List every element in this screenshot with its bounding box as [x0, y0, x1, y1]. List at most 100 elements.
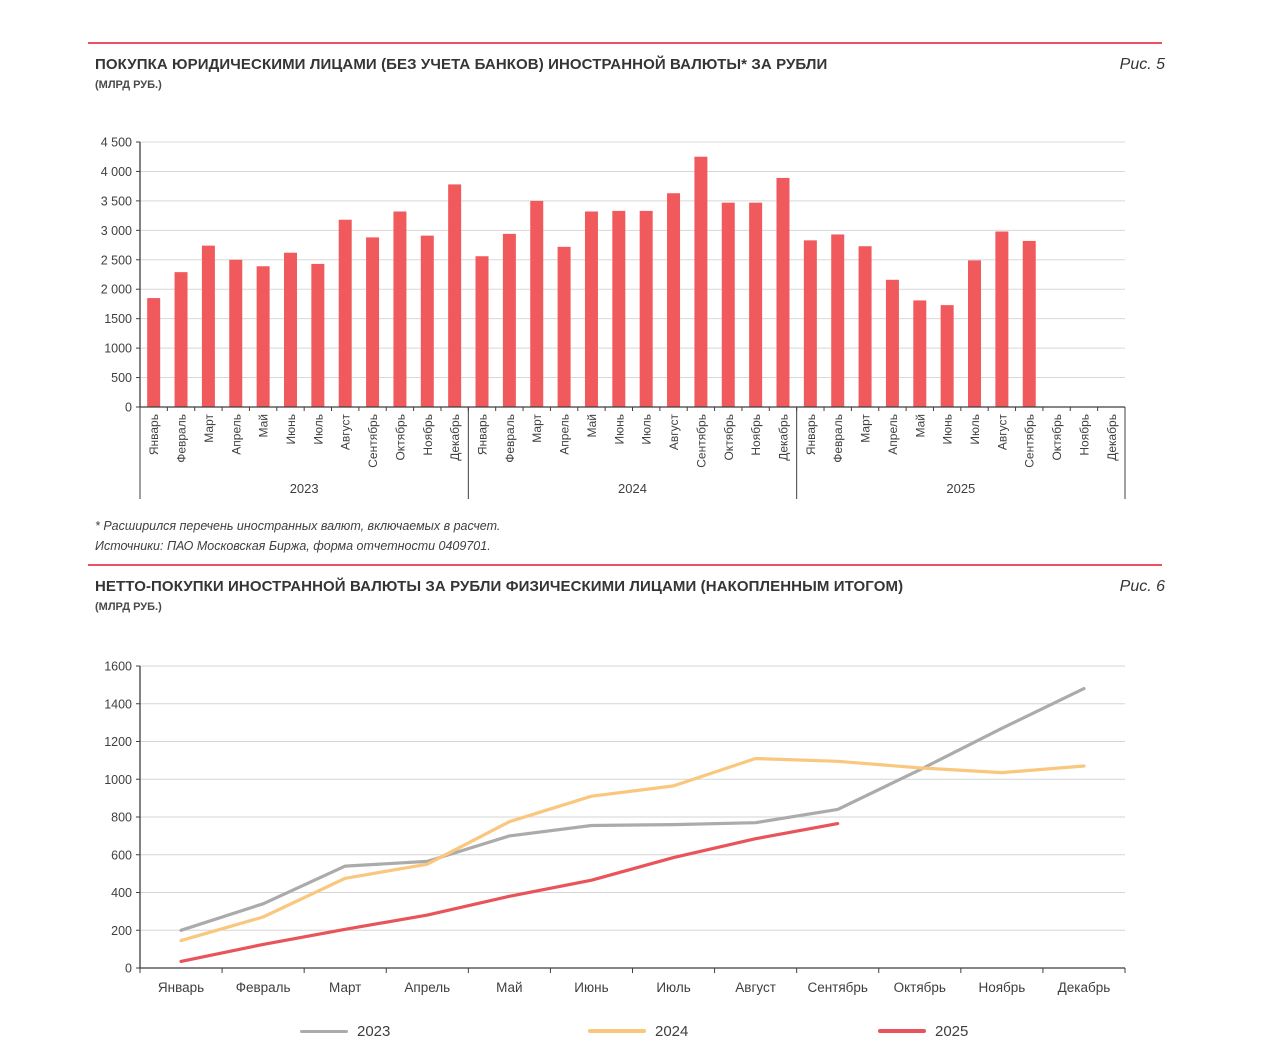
- month-label: Июль: [968, 414, 982, 445]
- fig6-units: (МЛРД РУБ.): [95, 601, 162, 613]
- month-label: Февраль: [175, 414, 189, 463]
- month-label: Июль: [656, 980, 690, 995]
- y-tick-label: 400: [111, 886, 132, 900]
- legend-swatch-2023: [300, 1029, 348, 1033]
- month-label: Январь: [158, 980, 204, 995]
- bar-2023-Ноябрь: [420, 235, 434, 407]
- month-label: Ноябрь: [421, 414, 435, 456]
- bar-2024-Январь: [475, 256, 489, 407]
- bar-2023-Октябрь: [393, 211, 407, 407]
- fig6-line-chart: 0 200 400 600 800 1000 1200 1400 1600 Январь Февра…: [104, 660, 1126, 995]
- section-divider-rule-fig5: [88, 42, 1162, 44]
- bar-2023-Декабрь: [448, 184, 462, 407]
- year-label: 2023: [290, 481, 319, 496]
- bar-2023-Август: [338, 219, 352, 407]
- legend-item-2023: 2023: [300, 1022, 390, 1040]
- line-2023: [179, 686, 1086, 932]
- month-label: Декабрь: [1058, 980, 1111, 995]
- month-label: Июнь: [284, 414, 298, 445]
- y-tick-label: 1000: [104, 342, 132, 356]
- bar-2024-Май: [584, 211, 598, 407]
- month-label: Май: [585, 414, 599, 438]
- legend-item-2024: 2024: [588, 1022, 688, 1040]
- bar-2023-Июнь: [283, 252, 297, 407]
- y-tick-label: 200: [111, 924, 132, 938]
- month-label: Ноябрь: [1077, 414, 1091, 456]
- y-tick-label: 1600: [104, 660, 132, 674]
- month-label: Апрель: [229, 414, 243, 455]
- month-label: Сентябрь: [1023, 414, 1037, 468]
- y-tick-label: 1000: [104, 773, 132, 787]
- y-tick-label: 4 500: [101, 136, 132, 150]
- year-label: 2024: [618, 481, 647, 496]
- y-tick-label: 2 500: [101, 253, 132, 267]
- month-label: Июль: [640, 414, 654, 445]
- y-tick-label: 0: [125, 401, 132, 415]
- fig5-title: ПОКУПКА ЮРИДИЧЕСКИМИ ЛИЦАМИ (БЕЗ УЧЕТА Б…: [95, 56, 828, 73]
- bar-2023-Май: [256, 266, 270, 407]
- bar-2024-Сентябрь: [694, 156, 708, 407]
- y-tick-label: 4 000: [101, 165, 132, 179]
- legend-label-2024: 2024: [655, 1022, 689, 1040]
- month-label: Октябрь: [722, 414, 736, 461]
- month-label: Август: [667, 414, 681, 451]
- y-tick-label: 600: [111, 848, 132, 862]
- bar-2025-Май: [913, 300, 927, 407]
- month-label: Февраль: [236, 980, 291, 995]
- section-divider-rule-fig6: [88, 564, 1162, 566]
- legend-label-2023: 2023: [357, 1022, 391, 1040]
- month-label: Октябрь: [1050, 414, 1064, 461]
- y-tick-label: 800: [111, 811, 132, 825]
- month-label: Август: [735, 980, 776, 995]
- month-label: Октябрь: [393, 414, 407, 461]
- bar-2025-Февраль: [831, 234, 845, 407]
- bar-2023-Март: [201, 245, 215, 407]
- line-2024: [179, 756, 1086, 943]
- month-label: Август: [339, 414, 353, 451]
- bar-2025-Июнь: [940, 305, 954, 407]
- line-2025: [179, 822, 840, 963]
- bar-2024-Ноябрь: [749, 202, 763, 407]
- month-label: Март: [202, 414, 216, 443]
- month-label: Сентябрь: [807, 980, 867, 995]
- month-label: Август: [995, 414, 1009, 451]
- month-label: Май: [257, 414, 271, 438]
- month-label: Июль: [311, 414, 325, 445]
- month-label: Октябрь: [894, 980, 946, 995]
- fig5-bar-chart: 0 500 1000 1500 2 000 2 500 3 000 3 500 4 000 4 5…: [101, 136, 1126, 499]
- legend-swatch-2025: [878, 1029, 926, 1033]
- month-label: Март: [530, 414, 544, 443]
- fig5-number-label: Рис. 5: [1119, 56, 1165, 73]
- month-label: Ноябрь: [749, 414, 763, 456]
- month-label: Февраль: [503, 414, 517, 463]
- month-label: Январь: [804, 414, 818, 455]
- bar-2024-Июнь: [612, 210, 626, 407]
- month-label: Январь: [476, 414, 490, 455]
- bar-2025-Апрель: [885, 279, 899, 407]
- bar-2025-Сентябрь: [1022, 240, 1036, 407]
- bar-2025-Март: [858, 246, 872, 407]
- month-label: Февраль: [831, 414, 845, 463]
- legend-label-2025: 2025: [935, 1022, 969, 1040]
- month-label: Апрель: [404, 980, 450, 995]
- y-tick-label: 1200: [104, 735, 132, 749]
- month-label: Май: [496, 980, 522, 995]
- bar-2024-Март: [530, 200, 544, 407]
- bar-2024-Июль: [639, 210, 653, 407]
- month-label: Июнь: [574, 980, 608, 995]
- fig5-units: (МЛРД РУБ.): [95, 79, 162, 91]
- month-label: Апрель: [886, 414, 900, 455]
- month-label: Апрель: [558, 414, 572, 455]
- bar-2023-Февраль: [174, 272, 188, 407]
- month-label: Май: [913, 414, 927, 438]
- y-tick-label: 1400: [104, 697, 132, 711]
- y-tick-label: 2 000: [101, 283, 132, 297]
- month-label: Март: [859, 414, 873, 443]
- month-label: Декабрь: [1105, 414, 1119, 461]
- bar-2023-Январь: [147, 298, 161, 407]
- year-label: 2025: [946, 481, 975, 496]
- bar-2024-Декабрь: [776, 177, 790, 407]
- y-tick-label: 500: [111, 371, 132, 385]
- bar-2025-Январь: [803, 240, 817, 407]
- bar-2024-Август: [667, 193, 681, 407]
